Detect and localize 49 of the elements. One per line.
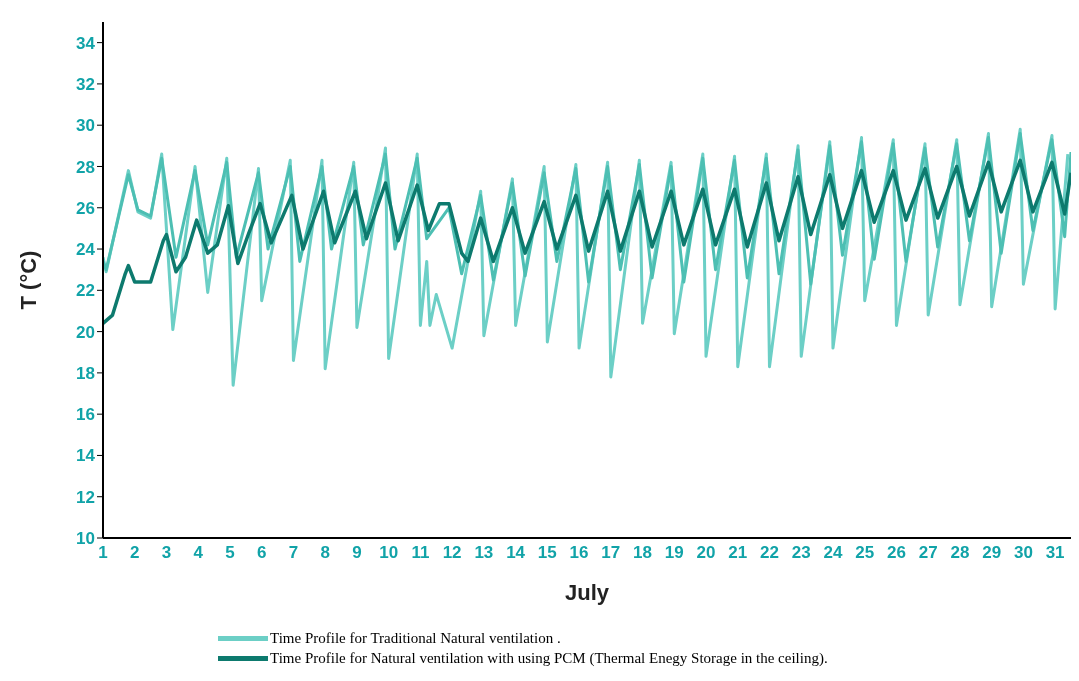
x-tick-label: 31: [1045, 543, 1065, 563]
y-tick-label: 10: [76, 529, 95, 549]
x-tick-label: 15: [537, 543, 557, 563]
x-tick-label: 27: [918, 543, 938, 563]
x-tick-label: 12: [442, 543, 462, 563]
x-tick-label: 1: [98, 543, 108, 563]
y-tick-label: 22: [76, 281, 95, 301]
y-tick-label: 28: [76, 157, 95, 177]
legend-label: Time Profile for Natural ventilation with using PCM (Thermal Enegy Storage in the ceiling).: [270, 649, 828, 667]
line-series: [103, 158, 1071, 326]
y-tick-label: 20: [76, 322, 95, 342]
y-tick-label: 26: [76, 198, 95, 218]
y-tick-label: 12: [76, 487, 95, 507]
x-tick-label: 16: [569, 543, 589, 563]
x-tick-label: 2: [130, 543, 140, 563]
x-tick-label: 17: [601, 543, 621, 563]
x-tick-label: 26: [886, 543, 906, 563]
x-tick-label: 9: [352, 543, 362, 563]
y-tick-label: 14: [76, 446, 96, 466]
x-tick-label: 19: [664, 543, 684, 563]
x-tick-label: 4: [193, 543, 204, 563]
y-tick-label: 16: [76, 405, 95, 425]
x-tick-label: 7: [288, 543, 299, 563]
y-tick-label: 18: [76, 363, 95, 383]
y-tick-label: 24: [76, 240, 96, 260]
x-tick-label: 14: [506, 543, 526, 563]
x-tick-label: 21: [728, 543, 748, 563]
x-axis-title: July: [564, 580, 610, 605]
y-tick-label: 32: [76, 74, 95, 94]
x-tick-label: 28: [950, 543, 970, 563]
x-tick-label: 25: [855, 543, 875, 563]
x-tick-label: 3: [161, 543, 172, 563]
x-tick-label: 22: [760, 543, 779, 563]
x-tick-label: 24: [823, 543, 843, 563]
x-tick-label: 29: [982, 543, 1002, 563]
x-tick-label: 23: [791, 543, 811, 563]
x-tick-label: 6: [256, 543, 267, 563]
legend-label: Time Profile for Traditional Natural ventilation .: [270, 629, 561, 647]
x-tick-label: 18: [633, 543, 652, 563]
x-tick-label: 5: [225, 543, 235, 563]
x-tick-label: 8: [320, 543, 330, 563]
y-tick-label: 30: [76, 116, 95, 136]
y-axis-title: T (°C): [15, 250, 41, 310]
y-tick-label: 34: [76, 33, 96, 53]
x-tick-label: 10: [379, 543, 399, 563]
x-tick-label: 20: [696, 543, 716, 563]
x-tick-label: 30: [1013, 543, 1033, 563]
x-tick-label: 13: [474, 543, 494, 563]
x-tick-label: 11: [411, 543, 430, 563]
